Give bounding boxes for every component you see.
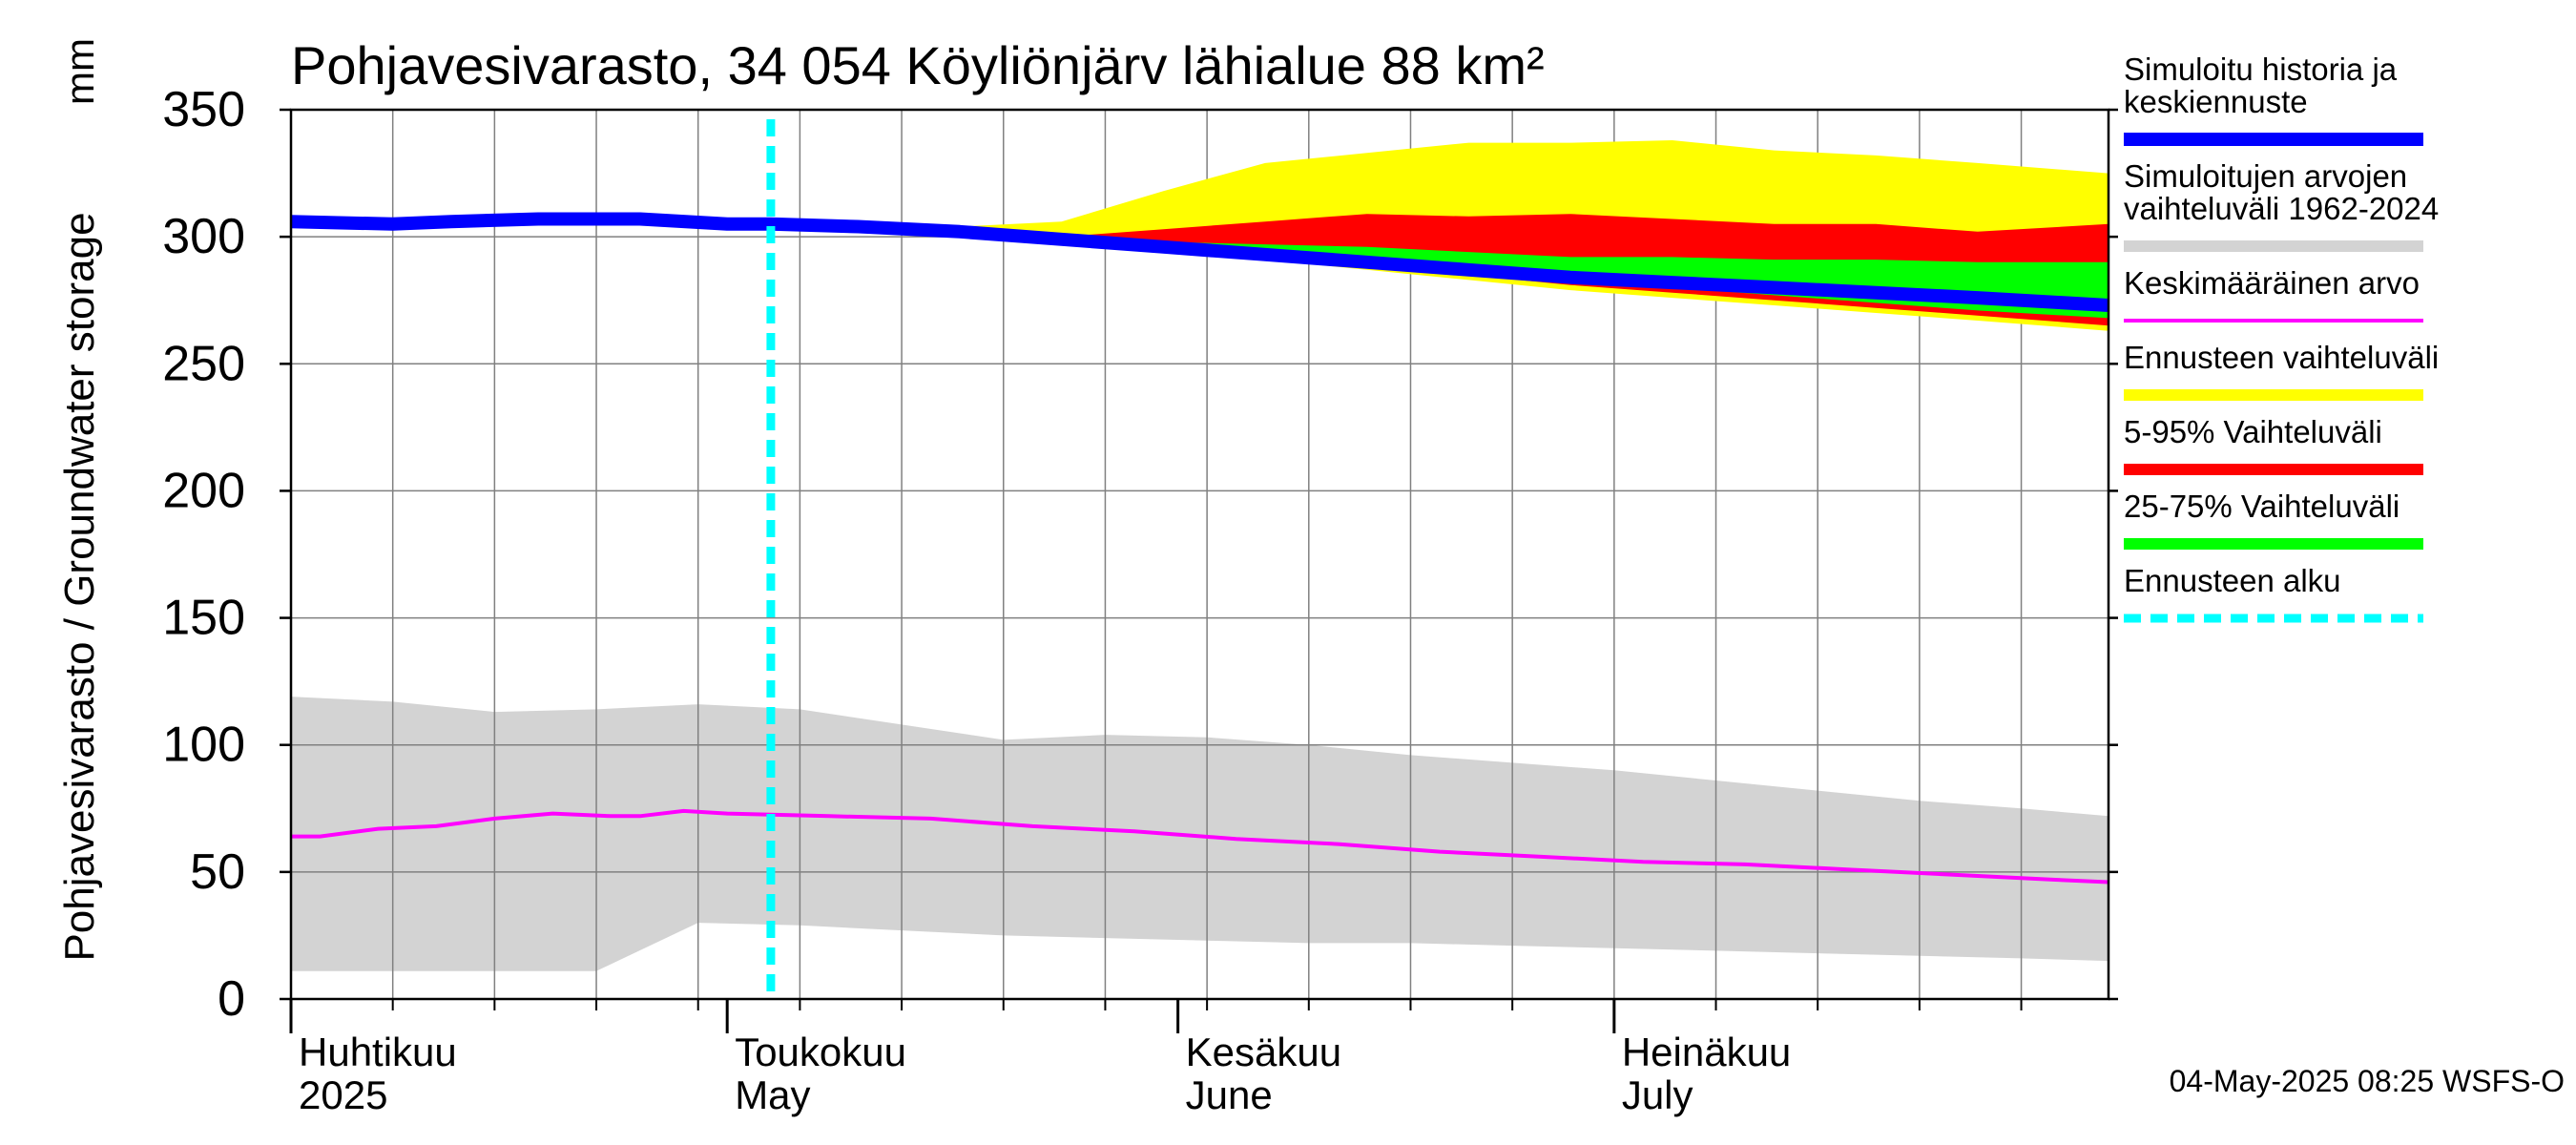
y-tick-label: 50	[190, 844, 245, 900]
y-tick-label: 200	[162, 463, 245, 518]
x-month-label-fi: Heinäkuu	[1622, 1030, 1791, 1074]
mean-line	[291, 808, 2109, 885]
y-tick-label: 150	[162, 591, 245, 646]
p25-75-band	[770, 223, 2109, 319]
x-month-label-en: 2025	[299, 1072, 387, 1117]
plot-frame	[289, 108, 2110, 1001]
y-tick-label: 350	[162, 82, 245, 137]
y-axis-unit: mm	[57, 38, 102, 105]
legend-label: 5-95% Vaihteluväli	[2124, 414, 2382, 449]
legend-label: Keskimääräinen arvo	[2124, 265, 2420, 301]
x-month-label-en: June	[1186, 1072, 1273, 1117]
legend-label: 25-75% Vaihteluväli	[2124, 489, 2399, 524]
x-month-label-en: July	[1622, 1072, 1693, 1117]
legend-label: Simuloitujen arvojen	[2124, 158, 2407, 194]
historic-range-band	[291, 697, 2109, 971]
y-tick-label: 250	[162, 336, 245, 391]
legend-label: keskiennuste	[2124, 84, 2308, 119]
legend-label: Ennusteen alku	[2124, 563, 2341, 598]
plot-area	[289, 108, 2110, 1001]
x-month-label-fi: Huhtikuu	[299, 1030, 457, 1074]
x-month-label-en: May	[735, 1072, 810, 1117]
x-month-label-fi: Kesäkuu	[1186, 1030, 1341, 1074]
y-tick-label: 300	[162, 209, 245, 264]
legend-label: Simuloitu historia ja	[2124, 52, 2398, 87]
y-tick-label: 0	[218, 971, 245, 1027]
y-axis-label: Pohjavesivarasto / Groundwater storage	[56, 212, 103, 961]
timestamp-label: 04-May-2025 08:25 WSFS-O	[2170, 1064, 2565, 1098]
y-tick-label: 100	[162, 718, 245, 773]
y-axis-ticks: 0 50 100 150 200 250 300 350	[162, 82, 2118, 1027]
x-month-label-fi: Toukokuu	[735, 1030, 906, 1074]
simulated-line	[290, 212, 2109, 312]
legend-label: Ennusteen vaihteluväli	[2124, 340, 2439, 375]
chart-title: Pohjavesivarasto, 34 054 Köyliönjärv läh…	[291, 35, 1545, 95]
legend-label: vaihteluväli 1962-2024	[2124, 191, 2439, 226]
